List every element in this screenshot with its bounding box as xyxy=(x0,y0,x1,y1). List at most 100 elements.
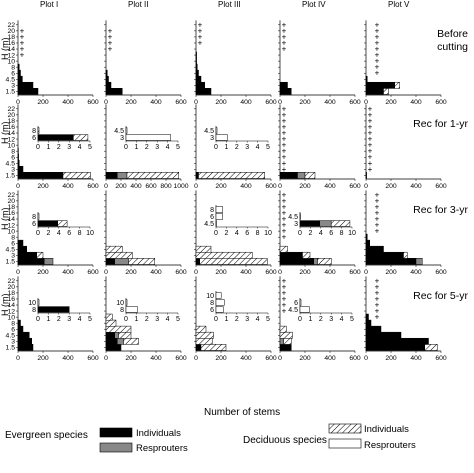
x-tick-label: 0 xyxy=(364,269,368,276)
y-tick-label: 10 xyxy=(7,58,15,65)
bar-evergreen-individuals xyxy=(365,245,384,253)
inset-x-tick-label: 3 xyxy=(245,144,249,151)
presence-marker: + xyxy=(282,208,287,217)
bar-evergreen-individuals xyxy=(279,88,292,95)
presence-marker: + xyxy=(282,301,287,310)
presence-marker: + xyxy=(282,129,287,138)
presence-marker: + xyxy=(198,38,203,47)
y-tick-label: 22 xyxy=(7,22,15,29)
presence-marker: + xyxy=(20,38,25,47)
presence-marker: + xyxy=(282,276,287,285)
y-tick-label: 4.5 xyxy=(6,76,16,83)
y-tick-label: 22 xyxy=(7,106,15,113)
y-tick-label: 22 xyxy=(7,192,15,199)
x-tick-label: 600 xyxy=(265,183,277,190)
presence-marker: + xyxy=(368,116,373,125)
x-tick-label: 600 xyxy=(87,183,99,190)
inset-x-tick-label: 3 xyxy=(67,144,71,151)
y-tick-label: 4.5 xyxy=(6,160,16,167)
inset-x-tick-label: 5 xyxy=(176,316,180,323)
bar-evergreen-individuals xyxy=(105,172,118,179)
bar-deciduous-individuals xyxy=(118,331,132,339)
inset-y-label: 10 xyxy=(28,300,36,307)
y-tick-label: 6 xyxy=(11,70,15,77)
x-tick-label: 400 xyxy=(410,183,422,190)
inset-y-label: 4.5 xyxy=(288,307,298,314)
presence-marker: + xyxy=(282,196,287,205)
inset-y-label: 8 xyxy=(32,128,36,135)
inset-bar-deciduous-resprouters xyxy=(125,127,128,134)
presence-marker: + xyxy=(282,122,287,131)
inset-x-tick-label: 2 xyxy=(145,316,149,323)
presence-marker: + xyxy=(368,122,373,131)
y-tick-label: 12 xyxy=(7,52,15,59)
bar-evergreen-individuals xyxy=(17,344,34,351)
x-tick-label: 200 xyxy=(37,269,49,276)
inset-y-label: 4.5 xyxy=(204,221,214,228)
inset-x-tick-label: 10 xyxy=(86,230,94,237)
inset-y-label: 3 xyxy=(294,221,298,228)
inset-x-tick-label: 6 xyxy=(329,230,333,237)
x-tick-label: 200 xyxy=(385,355,397,362)
bar-evergreen-individuals xyxy=(17,75,23,83)
presence-marker: + xyxy=(282,32,287,41)
panel: 0 200 400 600 xyxy=(104,190,187,276)
y-tick-label: 12 xyxy=(7,308,15,315)
presence-marker: + xyxy=(282,190,287,199)
bar-evergreen-individuals xyxy=(195,51,197,59)
bar-evergreen-individuals xyxy=(195,172,199,179)
inset-x-tick-label: 0 xyxy=(214,230,218,237)
bar-deciduous-individuals xyxy=(200,344,227,351)
presence-marker: + xyxy=(282,153,287,162)
bar-evergreen-individuals xyxy=(105,344,122,351)
panel: 0 200 400 600++++ xyxy=(194,20,277,106)
inset-x-tick-label: 2 xyxy=(224,230,228,237)
bar-evergreen-individuals xyxy=(17,88,39,95)
y-tick-label: 1.5 xyxy=(6,173,16,180)
presence-marker: + xyxy=(282,221,287,230)
bar-evergreen-resprouters xyxy=(297,172,306,179)
y-tick-label: 3 xyxy=(11,253,15,260)
panel: 0 200 400 600 xyxy=(194,190,277,276)
bar-evergreen-resprouters xyxy=(117,337,124,345)
plot-title: Plot I xyxy=(40,0,58,9)
bar-evergreen-individuals xyxy=(365,75,368,83)
x-tick-label: 600 xyxy=(265,355,277,362)
y-tick-label: 10 xyxy=(7,314,15,321)
inset-x-tick-label: 0 xyxy=(124,144,128,151)
x-tick-label: 200 xyxy=(215,355,227,362)
bar-deciduous-individuals xyxy=(198,172,265,179)
presence-marker: + xyxy=(282,202,287,211)
bar-evergreen-resprouters xyxy=(114,258,129,265)
inset-bar-evergreen-resprouters xyxy=(319,220,332,227)
bar-deciduous-individuals xyxy=(123,337,139,345)
x-tick-label: 200 xyxy=(125,99,137,106)
bar-evergreen-individuals xyxy=(17,331,30,339)
y-tick-label: 14 xyxy=(7,130,15,137)
panel: 0 200 400 600+++++++++++ xyxy=(364,104,447,190)
y-tick-label: 6 xyxy=(11,326,15,333)
y-tick-label: 20 xyxy=(7,198,15,205)
x-tick-label: 400 xyxy=(410,99,422,106)
inset-x-tick-label: 4 xyxy=(57,230,61,237)
legend-evergreen-label: Evergreen species xyxy=(5,430,88,441)
presence-marker: + xyxy=(375,294,380,303)
presence-marker: + xyxy=(375,307,380,316)
presence-marker: + xyxy=(20,51,25,60)
presence-marker: + xyxy=(20,32,25,41)
x-tick-label: 200 xyxy=(37,99,49,106)
bar-deciduous-individuals xyxy=(279,325,287,333)
inset-bar-deciduous-resprouters xyxy=(37,299,40,306)
bar-evergreen-individuals xyxy=(105,88,123,95)
x-tick-label: 400 xyxy=(410,355,422,362)
inset-x-tick-label: 0 xyxy=(214,316,218,323)
inset-y-label: 4.5 xyxy=(204,128,214,135)
inset-x-tick-label: 0 xyxy=(36,316,40,323)
panel: 0 200 400 600 xyxy=(194,276,277,362)
inset-x-tick-label: 3 xyxy=(67,316,71,323)
x-tick-label: 200 xyxy=(215,99,227,106)
x-tick-label: 0 xyxy=(16,183,20,190)
presence-marker: + xyxy=(198,26,203,35)
row-label: Rec for 1-yr xyxy=(413,118,468,130)
